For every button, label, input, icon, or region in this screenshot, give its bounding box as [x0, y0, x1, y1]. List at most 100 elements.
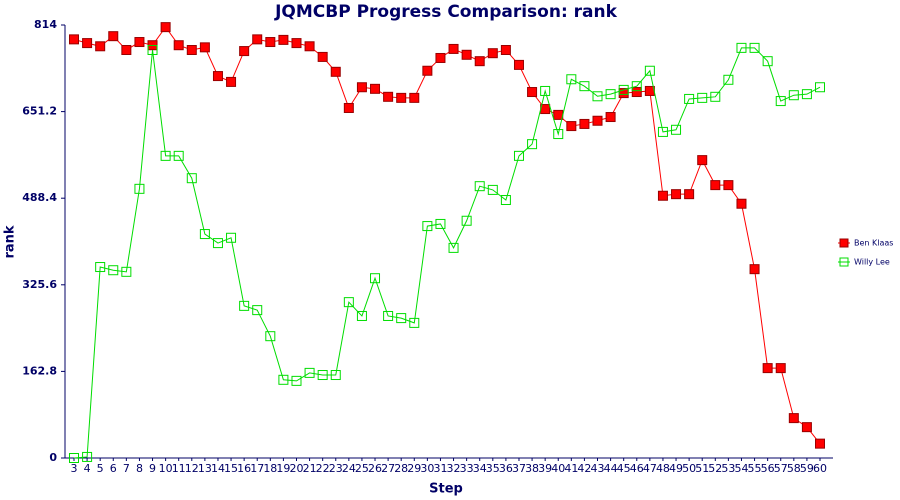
data-point: [500, 45, 511, 56]
data-point: [304, 41, 315, 52]
data-point: [461, 215, 472, 226]
x-tick-label: 5: [97, 462, 104, 475]
data-point: [697, 155, 708, 166]
chart-title: JQMCBP Progress Comparison: rank: [274, 2, 618, 22]
data-point: [121, 266, 132, 277]
data-point: [710, 91, 721, 102]
data-point: [160, 22, 171, 33]
y-tick-label: 651.2: [22, 105, 57, 118]
x-tick-label: 58: [787, 462, 801, 475]
data-point: [801, 422, 812, 433]
x-tick-label: 31: [433, 462, 447, 475]
x-tick-label: 32: [447, 462, 461, 475]
data-point: [697, 92, 708, 103]
data-point: [474, 181, 485, 192]
x-tick-label: 35: [486, 462, 500, 475]
x-tick-label: 52: [708, 462, 722, 475]
data-point: [356, 310, 367, 321]
y-axis-label: rank: [3, 225, 18, 258]
data-point: [226, 76, 237, 87]
data-point: [147, 45, 158, 56]
data-point: [644, 65, 655, 76]
data-point: [500, 195, 511, 206]
data-point: [69, 453, 79, 463]
legend-swatch: [839, 257, 849, 267]
x-tick-label: 34: [473, 462, 487, 475]
data-point: [396, 313, 407, 324]
data-point: [239, 46, 250, 57]
data-point: [540, 104, 551, 115]
x-tick-label: 10: [159, 462, 173, 475]
x-tick-label: 39: [538, 462, 552, 475]
data-point: [186, 173, 197, 184]
data-point: [801, 89, 812, 100]
x-tick-label: 18: [263, 462, 277, 475]
data-point: [553, 129, 564, 140]
x-tick-label: 54: [734, 462, 748, 475]
data-point: [160, 150, 171, 161]
data-point: [199, 229, 210, 240]
data-point: [605, 89, 616, 100]
data-point: [370, 273, 381, 284]
legend-label: Ben Klaas: [854, 239, 893, 248]
data-point: [199, 42, 210, 53]
data-point: [304, 367, 315, 378]
data-point: [173, 40, 184, 51]
x-tick-label: 56: [761, 462, 775, 475]
data-point: [265, 331, 276, 342]
x-tick-label: 16: [237, 462, 251, 475]
x-tick-label: 19: [276, 462, 290, 475]
data-point: [343, 297, 354, 308]
data-point: [788, 90, 799, 101]
x-tick-label: 26: [368, 462, 382, 475]
data-point: [775, 96, 786, 107]
legend-swatch: [839, 238, 849, 248]
x-tick-label: 9: [149, 462, 156, 475]
data-point: [173, 150, 184, 161]
data-point: [252, 34, 263, 45]
x-tick-label: 6: [110, 462, 117, 475]
x-tick-label: 45: [617, 462, 631, 475]
data-point: [383, 310, 394, 321]
data-point: [82, 38, 93, 49]
x-tick-label: 13: [198, 462, 212, 475]
data-point: [134, 183, 145, 194]
x-tick-label: 12: [185, 462, 199, 475]
data-point: [553, 109, 564, 120]
data-point: [736, 42, 747, 53]
data-point: [121, 45, 132, 56]
data-point: [356, 82, 367, 93]
x-tick-label: 36: [499, 462, 513, 475]
x-tick-label: 17: [250, 462, 264, 475]
legend-label: Willy Lee: [854, 258, 890, 267]
x-tick-label: 38: [525, 462, 539, 475]
x-tick-label: 44: [604, 462, 618, 475]
x-tick-label: 24: [342, 462, 356, 475]
data-point: [749, 264, 760, 275]
data-point: [657, 190, 668, 201]
data-point: [579, 81, 590, 92]
x-tick-label: 20: [289, 462, 303, 475]
data-point: [186, 45, 197, 56]
data-point: [527, 139, 538, 150]
data-point: [343, 102, 354, 113]
data-point: [815, 82, 825, 93]
x-tick-label: 3: [71, 462, 78, 475]
data-point: [513, 59, 524, 70]
data-point: [409, 92, 420, 103]
x-tick-label: 55: [748, 462, 762, 475]
data-point: [474, 56, 485, 67]
y-tick-label: 814: [34, 18, 57, 31]
x-tick-label: 25: [355, 462, 369, 475]
data-point: [226, 232, 237, 243]
x-tick-label: 50: [682, 462, 696, 475]
x-tick-label: 28: [394, 462, 408, 475]
y-tick-label: 325.6: [22, 278, 57, 291]
x-tick-label: 42: [577, 462, 591, 475]
data-point: [657, 126, 668, 137]
x-tick-label: 29: [407, 462, 421, 475]
x-tick-label: 14: [211, 462, 225, 475]
y-tick-label: 162.8: [22, 364, 57, 377]
data-point: [95, 41, 106, 52]
data-point: [212, 71, 223, 82]
